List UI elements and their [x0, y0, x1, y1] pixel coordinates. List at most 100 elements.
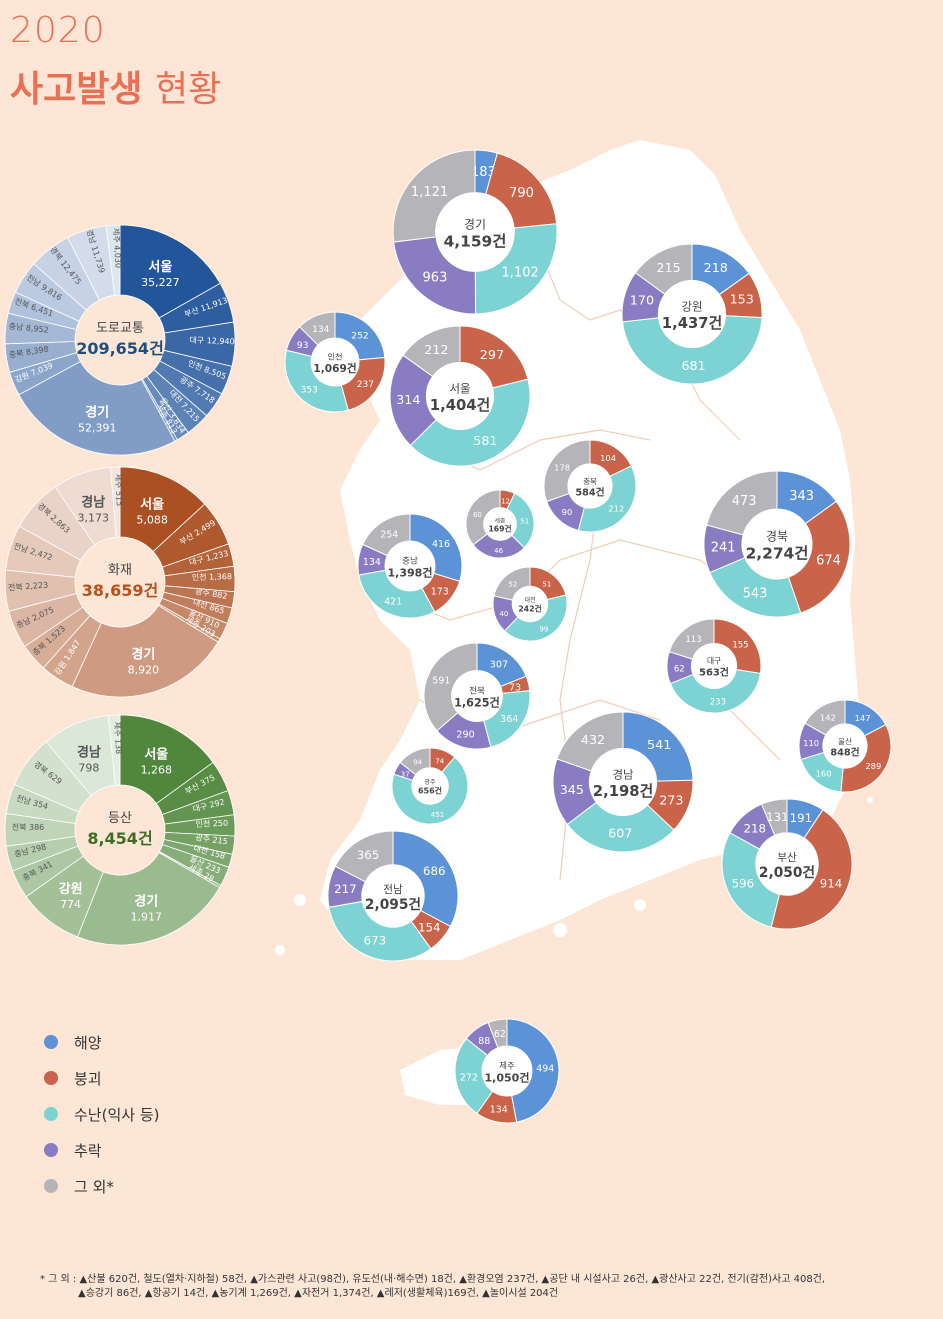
region-slice-label: 94 — [413, 759, 422, 767]
region-slice-label: 596 — [732, 876, 755, 890]
region-slice-label: 494 — [536, 1063, 554, 1074]
region-total: 2,050건 — [759, 864, 815, 881]
region-name: 울산 — [838, 736, 852, 746]
region-slice-label: 790 — [509, 186, 534, 201]
region-center — [822, 723, 868, 769]
region-total: 1,404건 — [430, 397, 490, 414]
region-total: 1,050건 — [485, 1071, 530, 1085]
region-slice-label: 142 — [820, 713, 836, 723]
region-total: 563건 — [699, 665, 729, 678]
slice-name: 경기 — [134, 894, 158, 910]
region-slice-label: 46 — [494, 547, 503, 555]
region-slice-label: 93 — [297, 341, 309, 351]
region-slice-label: 289 — [865, 761, 881, 771]
legend-item: 수난(익사 등) — [44, 1096, 159, 1132]
region-slice-label: 963 — [423, 271, 448, 286]
region-slice-label: 113 — [685, 635, 701, 645]
region-donut-경남: 541 273 607 345 432 경남2,198건 — [552, 711, 694, 853]
region-donut-전북: 307 73 364 290 591 전북1,625건 — [423, 642, 531, 750]
border-line — [539, 249, 741, 441]
region-name: 전북 — [469, 685, 485, 696]
region-center — [741, 508, 813, 580]
region-total: 4,159건 — [444, 233, 507, 251]
region-slice-label: 104 — [600, 453, 616, 463]
region-slice-label: 272 — [460, 1072, 478, 1083]
region-slice-label: 178 — [554, 462, 570, 472]
region-total: 2,274건 — [746, 545, 809, 563]
region-center — [512, 586, 548, 622]
slice-name: 경기 — [131, 647, 155, 663]
page-title: 사고발생 현황 — [10, 60, 221, 112]
region-name: 제주 — [499, 1062, 515, 1072]
slice-value: 35,227 — [141, 276, 180, 289]
region-slice-label: 1,121 — [411, 185, 448, 200]
region-slice-label: 254 — [380, 530, 398, 541]
legend-label: 수난(익사 등) — [74, 1105, 160, 1124]
region-slice-label: 110 — [803, 738, 819, 748]
region-slice-label: 60 — [473, 511, 482, 519]
region-slice-label: 252 — [351, 332, 368, 342]
region-total: 2,198건 — [593, 783, 653, 800]
slice-value: 8,920 — [128, 664, 160, 677]
region-name: 대구 — [707, 657, 721, 666]
region-slice-label: 191 — [790, 811, 813, 825]
region-donut-충남: 416 173 421 134 254 충남1,398건 — [357, 513, 463, 619]
slice-name: 경남 — [81, 495, 105, 511]
region-slice-label: 421 — [384, 597, 402, 608]
region-name: 충북 — [583, 477, 597, 486]
region-total: 2,095건 — [365, 896, 421, 913]
donut-center-name: 화재 — [108, 563, 132, 578]
slice-경기 — [71, 604, 219, 698]
slice-name: 강원 — [59, 881, 83, 897]
region-donut-전남: 686 154 673 217 365 전남2,095건 — [327, 830, 459, 962]
region-name: 전남 — [383, 883, 403, 896]
region-total: 1,069건 — [313, 362, 356, 375]
region-total: 1,398건 — [388, 566, 433, 580]
slice-name: 서울 — [144, 747, 168, 763]
region-slice-label: 353 — [301, 386, 319, 396]
region-center — [483, 507, 517, 541]
region-slice-label: 432 — [581, 732, 605, 747]
region-slice-label: 473 — [732, 494, 757, 509]
region-slice-label: 541 — [647, 737, 671, 752]
region-slice — [399, 747, 431, 776]
region-total: 1,625건 — [454, 696, 500, 710]
region-slice-label: 218 — [743, 821, 766, 835]
region-total: 169건 — [488, 523, 511, 533]
slice-value: 774 — [60, 898, 81, 911]
region-total: 656건 — [418, 786, 442, 796]
korea-map — [275, 140, 873, 1105]
slice-label: 강원 774 — [59, 881, 83, 911]
region-slice-label: 131 — [766, 810, 789, 824]
region-center — [451, 670, 503, 722]
region-total: 242건 — [518, 603, 542, 613]
region-slice-label: 74 — [435, 758, 444, 766]
region-center — [482, 1046, 532, 1096]
region-slice-label: 686 — [423, 864, 446, 878]
region-slice-label: 215 — [656, 260, 680, 275]
region-donut-서울: 297 581 314 212 서울1,404건 — [389, 325, 531, 467]
legend-label: 그 외* — [74, 1177, 114, 1196]
region-slice-label: 914 — [820, 876, 843, 890]
region-slice-label: 134 — [490, 1105, 508, 1116]
legend-swatch — [44, 1035, 58, 1049]
region-slice-label: 155 — [732, 640, 748, 650]
title-sub: 현황 — [155, 69, 222, 110]
region-center — [589, 748, 657, 816]
slice-label: 서울 1,268 — [141, 747, 173, 777]
island — [553, 923, 567, 937]
region-name: 경남 — [612, 768, 634, 782]
region-total: 1,437건 — [662, 315, 722, 332]
region-slice-label: 37 — [401, 771, 410, 779]
region-slice-label: 591 — [432, 676, 450, 687]
region-center — [755, 832, 819, 896]
region-slice-label: 183 — [471, 165, 496, 180]
region-slice-label: 365 — [357, 848, 380, 862]
region-center — [426, 362, 494, 430]
island — [275, 945, 285, 955]
